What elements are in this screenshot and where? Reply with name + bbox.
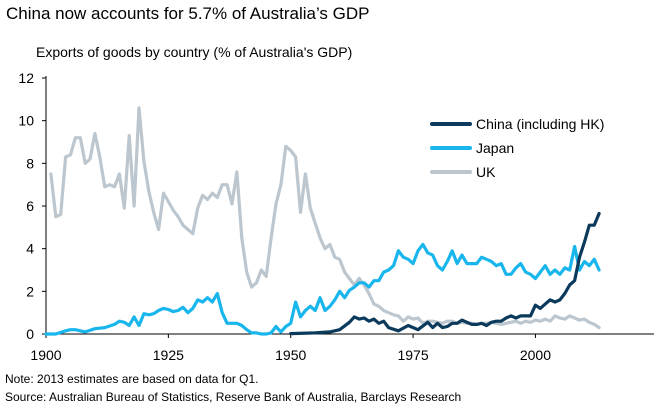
chart-title: China now accounts for 5.7% of Australia… xyxy=(6,4,370,23)
x-tick-label: 1925 xyxy=(153,347,184,363)
y-tick-label: 2 xyxy=(26,283,34,299)
line-chart: 0 2 4 6 8 10 12 1900 1925 1950 1975 2000 China (incl… xyxy=(18,70,654,363)
y-tick-label: 0 xyxy=(26,326,34,342)
series-line-china-including-hk xyxy=(289,211,601,336)
legend-label: Japan xyxy=(476,140,514,156)
x-tick-label: 1950 xyxy=(275,347,306,363)
chart-subtitle: Exports of goods by country (% of Austra… xyxy=(36,44,353,60)
x-tick-label: 1900 xyxy=(30,347,61,363)
x-tick-label: 1975 xyxy=(397,347,428,363)
series-line-uk xyxy=(49,106,601,330)
legend-label: UK xyxy=(476,164,496,180)
legend-label: China (including HK) xyxy=(476,116,604,132)
chart-note: Note: 2013 estimates are based on data f… xyxy=(5,372,259,386)
y-tick-label: 4 xyxy=(26,241,34,257)
chart-source: Source: Australian Bureau of Statistics,… xyxy=(5,390,462,404)
y-tick-label: 12 xyxy=(18,70,34,86)
y-tick-label: 10 xyxy=(18,113,34,129)
y-tick-label: 6 xyxy=(26,198,34,214)
y-tick-label: 8 xyxy=(26,155,34,171)
series-line-japan xyxy=(44,242,601,336)
x-tick-label: 2000 xyxy=(520,347,551,363)
